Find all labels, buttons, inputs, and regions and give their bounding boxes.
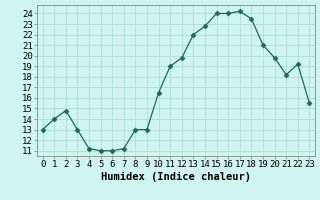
X-axis label: Humidex (Indice chaleur): Humidex (Indice chaleur)	[101, 172, 251, 182]
